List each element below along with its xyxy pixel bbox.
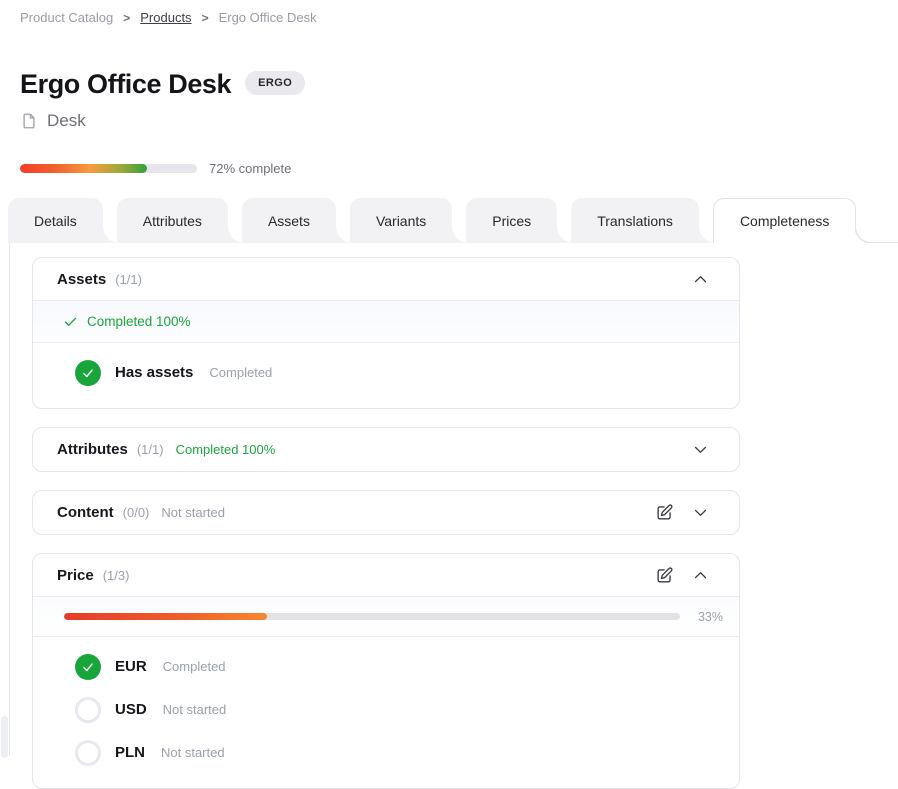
page-header: Ergo Office Desk ERGO Desk 72% complete bbox=[0, 69, 898, 176]
row-label: Has assets bbox=[115, 364, 194, 381]
price-progressbar bbox=[64, 613, 680, 620]
row-label: USD bbox=[115, 701, 147, 718]
section-content-header[interactable]: Content (0/0) Not started bbox=[33, 491, 739, 534]
status-completed-icon bbox=[75, 653, 101, 680]
row-status: Not started bbox=[161, 745, 225, 760]
section-count: (1/1) bbox=[136, 442, 164, 457]
breadcrumb: Product Catalog > Products > Ergo Office… bbox=[0, 0, 898, 25]
completeness-row-usd: USD Not started bbox=[33, 688, 739, 731]
section-price: Price (1/3) 33% E bbox=[32, 553, 740, 789]
section-title: Content bbox=[57, 504, 114, 521]
row-status: Completed bbox=[209, 365, 273, 380]
tab-bar: Details Attributes Assets Variants Price… bbox=[0, 198, 898, 243]
section-content: Content (0/0) Not started bbox=[32, 490, 740, 535]
chevron-up-icon[interactable] bbox=[692, 567, 709, 584]
tab-bar-baseline bbox=[870, 198, 898, 243]
check-icon bbox=[63, 314, 78, 329]
section-count: (1/1) bbox=[115, 271, 142, 287]
breadcrumb-item-products[interactable]: Products bbox=[140, 10, 192, 25]
edit-icon[interactable] bbox=[655, 503, 674, 522]
breadcrumb-separator: > bbox=[201, 10, 209, 25]
completeness-panel: Assets (1/1) Completed 100% Has assets C… bbox=[9, 243, 898, 789]
row-status: Not started bbox=[162, 702, 227, 717]
price-progressbar-fill bbox=[64, 613, 268, 620]
product-code-badge: ERGO bbox=[245, 71, 306, 95]
section-status: Not started bbox=[161, 505, 225, 520]
status-not-started-icon bbox=[75, 739, 101, 766]
completeness-row-pln: PLN Not started bbox=[33, 731, 739, 774]
chevron-down-icon[interactable] bbox=[692, 504, 709, 521]
section-count: (0/0) bbox=[122, 505, 150, 520]
tab-details[interactable]: Details bbox=[8, 198, 119, 243]
section-attributes: Attributes (1/1) Completed 100% bbox=[32, 427, 740, 472]
section-title: Price bbox=[57, 566, 94, 584]
completeness-row-has-assets: Has assets Completed bbox=[33, 351, 739, 394]
file-icon bbox=[20, 112, 38, 130]
row-label: PLN bbox=[115, 744, 145, 761]
section-price-header[interactable]: Price (1/3) bbox=[33, 554, 739, 597]
row-label: EUR bbox=[115, 658, 147, 675]
breadcrumb-item-catalog[interactable]: Product Catalog bbox=[20, 10, 114, 25]
breadcrumb-item-current: Ergo Office Desk bbox=[218, 10, 317, 25]
section-count: (1/3) bbox=[102, 567, 130, 583]
chevron-down-icon[interactable] bbox=[692, 441, 709, 458]
tab-assets[interactable]: Assets bbox=[241, 198, 352, 243]
completeness-row-eur: EUR Completed bbox=[33, 645, 739, 688]
tab-translations[interactable]: Translations bbox=[571, 198, 715, 243]
status-not-started-icon bbox=[75, 696, 101, 723]
section-assets-header[interactable]: Assets (1/1) bbox=[33, 258, 739, 301]
page-title: Ergo Office Desk bbox=[20, 69, 232, 99]
family-label: Desk bbox=[47, 111, 86, 130]
chevron-up-icon[interactable] bbox=[692, 271, 709, 288]
price-progress-label: 33% bbox=[697, 609, 723, 624]
completeness-progressbar-fill bbox=[20, 164, 148, 173]
edit-icon[interactable] bbox=[655, 566, 674, 585]
section-status: Completed 100% bbox=[175, 442, 276, 457]
tab-completeness[interactable]: Completeness bbox=[712, 198, 871, 243]
tab-variants[interactable]: Variants bbox=[349, 198, 469, 243]
section-attributes-header[interactable]: Attributes (1/1) Completed 100% bbox=[33, 428, 739, 471]
section-title: Attributes bbox=[57, 441, 128, 458]
breadcrumb-separator: > bbox=[123, 10, 131, 25]
section-assets: Assets (1/1) Completed 100% Has assets C… bbox=[32, 257, 740, 409]
scrollbar-thumb[interactable] bbox=[1, 716, 8, 758]
section-title: Assets bbox=[57, 270, 107, 288]
tab-prices[interactable]: Prices bbox=[466, 198, 574, 243]
section-assets-summary-label: Completed 100% bbox=[87, 314, 191, 329]
status-completed-icon bbox=[75, 359, 101, 386]
completeness-progressbar bbox=[20, 164, 197, 173]
row-status: Completed bbox=[162, 659, 226, 674]
section-assets-summary: Completed 100% bbox=[33, 301, 739, 343]
tab-attributes[interactable]: Attributes bbox=[116, 198, 245, 243]
section-price-progress: 33% bbox=[33, 597, 739, 637]
completeness-progress-label: 72% complete bbox=[209, 161, 292, 176]
